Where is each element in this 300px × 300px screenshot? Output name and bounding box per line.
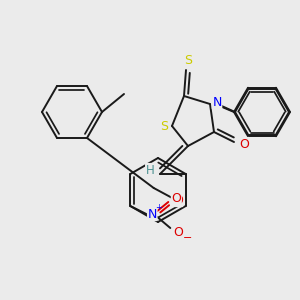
Text: O: O [171,191,181,205]
Text: H: H [146,164,154,176]
Text: O: O [173,226,183,238]
Text: N: N [148,208,157,220]
Text: S: S [184,53,192,67]
Text: −: − [183,233,192,243]
Text: O: O [173,194,183,206]
Text: S: S [160,119,168,133]
Text: N: N [212,95,222,109]
Text: O: O [239,137,249,151]
Text: +: + [155,203,162,212]
